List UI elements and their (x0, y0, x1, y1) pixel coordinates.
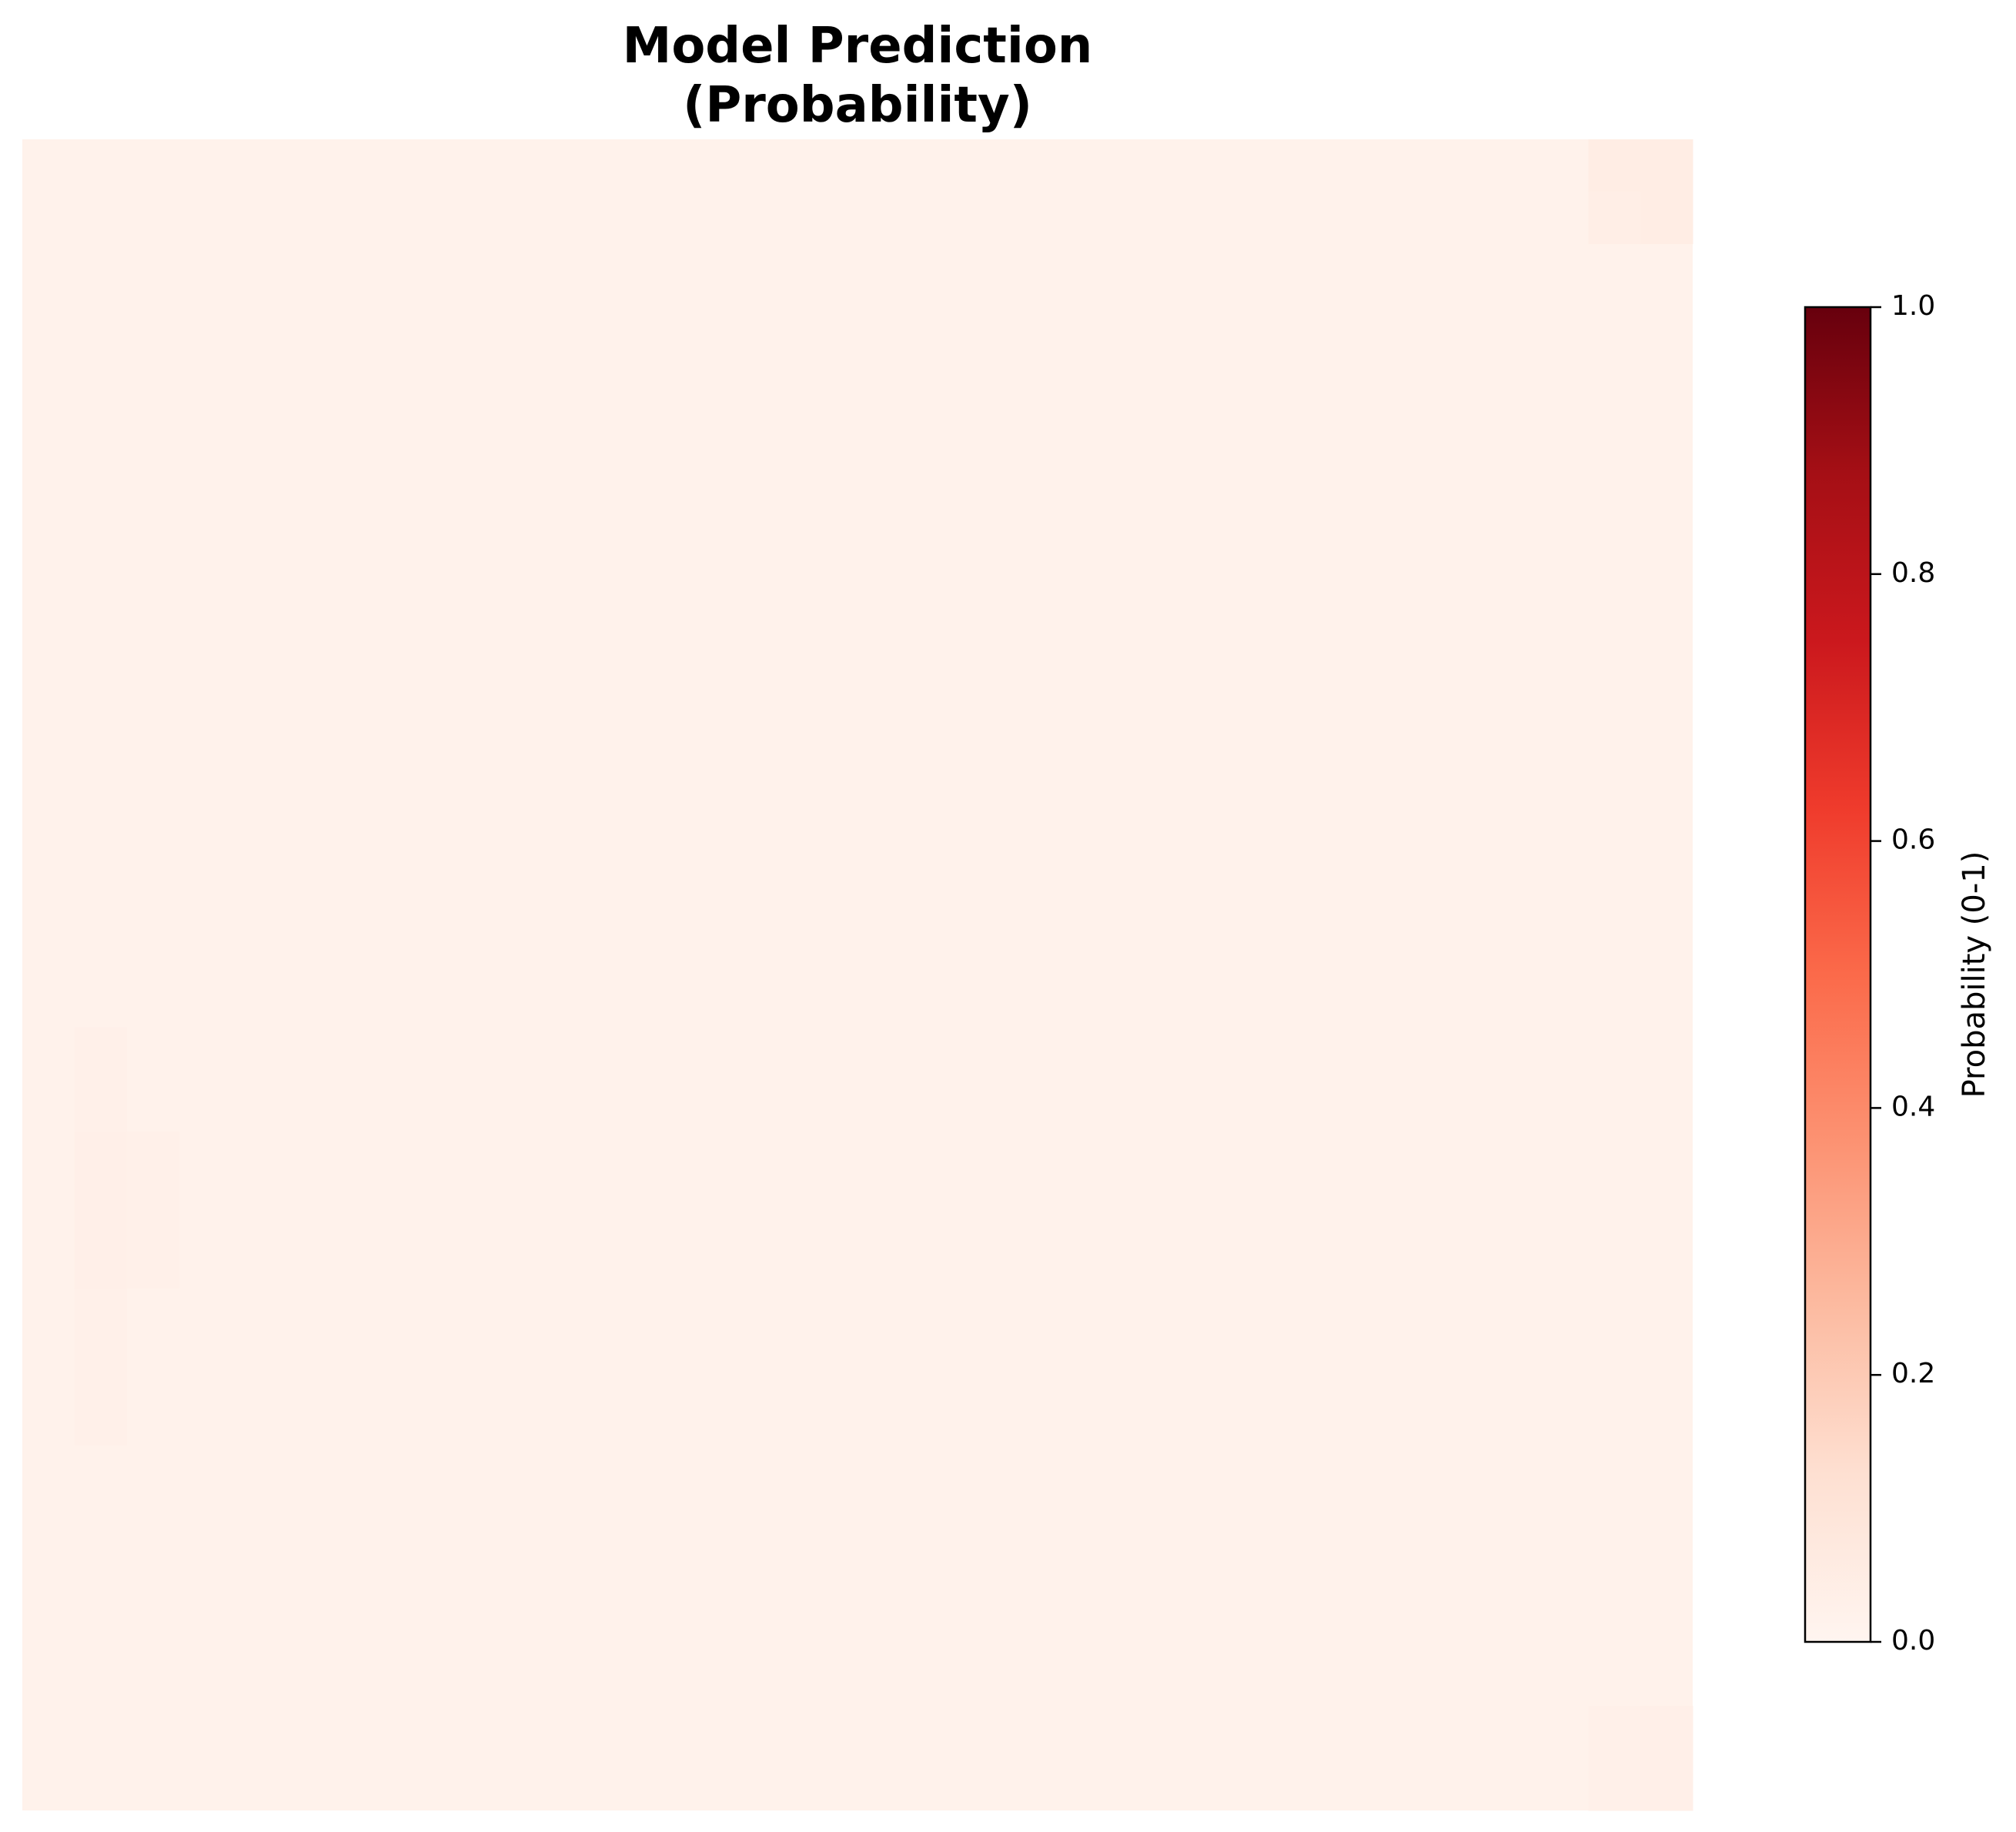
heatmap-cell (126, 1183, 179, 1237)
colorbar-tick-label: 0.6 (1891, 824, 1935, 856)
colorbar-tick-label: 0.0 (1891, 1625, 1935, 1656)
heatmap-cell (74, 1027, 128, 1080)
heatmap-cell (74, 1235, 128, 1289)
heatmap-cell (74, 1392, 128, 1446)
colorbar-tick-label: 0.2 (1891, 1358, 1935, 1389)
colorbar-gradient (1804, 306, 1872, 1643)
heatmap-cell (74, 1288, 128, 1341)
heatmap-cell (1588, 1706, 1641, 1759)
chart-title-line-2: (Probability) (683, 77, 1032, 134)
heatmap-cell (1640, 1758, 1693, 1811)
colorbar-tick-label: 1.0 (1891, 290, 1935, 322)
heatmap-cell (1640, 139, 1693, 192)
heatmap-cell (1588, 139, 1641, 192)
chart-title: Model Prediction (Probability) (22, 17, 1693, 135)
chart-title-line-1: Model Prediction (622, 18, 1093, 75)
heatmap-cell (1640, 191, 1693, 245)
heatmap-cell (1588, 1758, 1641, 1811)
heatmap-cell (74, 1132, 128, 1185)
heatmap-cell (74, 1340, 128, 1393)
heatmap-cell (126, 1235, 179, 1289)
colorbar-ticks: 0.0 0.2 0.4 0.6 0.8 1.0 (1871, 290, 1935, 1656)
colorbar-tick-label: 0.8 (1891, 557, 1935, 589)
heatmap (22, 139, 1693, 1811)
colorbar-tick-label: 0.4 (1891, 1091, 1935, 1122)
heatmap-cell (74, 1079, 128, 1132)
heatmap-cell (1588, 191, 1641, 245)
heatmap-cell (1640, 1706, 1693, 1759)
heatmap-background (22, 139, 1693, 1810)
heatmap-cell (74, 1183, 128, 1237)
colorbar: 0.0 0.2 0.4 0.6 0.8 1.0 Probability (0-1) (1804, 290, 1992, 1656)
heatmap-cell (126, 1132, 179, 1185)
colorbar-label: Probability (0-1) (1957, 851, 1992, 1098)
